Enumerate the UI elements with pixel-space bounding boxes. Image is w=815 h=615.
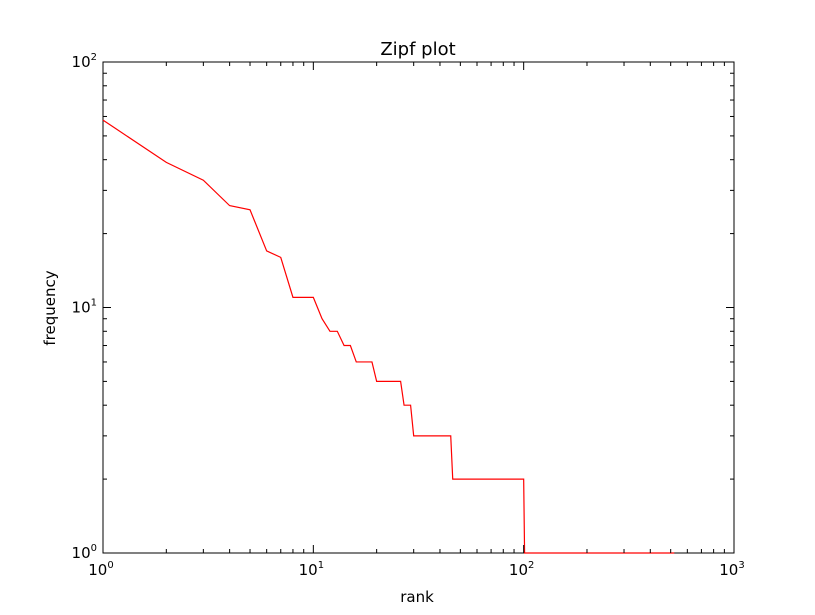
x-tick-base: 10 (299, 561, 318, 579)
x-tick-exponent: 3 (738, 560, 744, 571)
plot-area (102, 61, 735, 554)
x-tick-exponent: 0 (107, 560, 113, 571)
y-tick-label: 102 (72, 52, 97, 71)
x-tick-base: 10 (509, 561, 528, 579)
y-tick-base: 10 (72, 53, 91, 71)
x-tick-label: 101 (299, 560, 324, 579)
axes-frame (102, 61, 735, 554)
x-tick-label: 102 (509, 560, 534, 579)
x-axis-label: rank (400, 588, 434, 606)
x-tick-base: 10 (719, 561, 738, 579)
chart-title: Zipf plot (380, 39, 455, 60)
y-tick-exponent: 0 (91, 543, 97, 554)
x-tick-label: 100 (88, 560, 113, 579)
y-axis-label: frequency (41, 270, 59, 345)
y-tick-exponent: 1 (91, 298, 97, 309)
x-tick-exponent: 1 (318, 560, 324, 571)
y-tick-label: 101 (72, 298, 97, 317)
series-line-0 (102, 119, 675, 554)
y-tick-base: 10 (72, 544, 91, 562)
y-tick-label: 100 (72, 543, 97, 562)
x-tick-exponent: 2 (528, 560, 534, 571)
x-tick-label: 103 (719, 560, 744, 579)
x-tick-base: 10 (88, 561, 107, 579)
y-tick-exponent: 2 (91, 52, 97, 63)
y-tick-base: 10 (72, 299, 91, 317)
